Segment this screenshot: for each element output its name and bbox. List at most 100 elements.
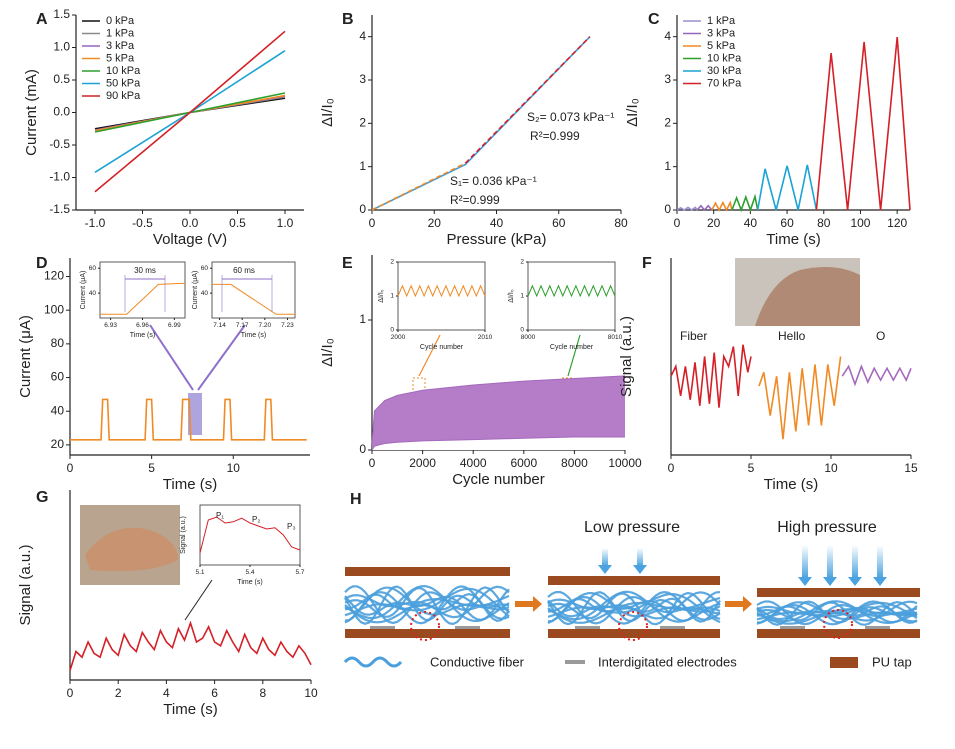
fiber — [547, 591, 721, 626]
fiber — [344, 586, 510, 626]
x-tick-label: 10 — [227, 461, 241, 475]
fiber — [344, 592, 510, 623]
pressure-arrow-shaft — [637, 548, 643, 566]
y-tick-label: 1 — [520, 293, 524, 300]
x-tick-label: 20 — [707, 216, 721, 230]
panel-label: H — [350, 491, 362, 508]
x-tick-label: 6 — [211, 686, 218, 700]
y-axis-label: Signal (a.u.) — [618, 316, 635, 397]
x-axis-label: Time (s) — [241, 332, 266, 339]
x-tick-label: 10 — [824, 461, 838, 475]
y-tick-label: 40 — [51, 403, 65, 417]
y-axis-label: ΔI/I₀ — [319, 98, 336, 127]
y-tick-label: 80 — [51, 336, 65, 350]
fiber — [547, 591, 721, 622]
electrode — [780, 626, 805, 629]
legend-electrode — [565, 660, 585, 664]
panel-label: C — [648, 11, 660, 28]
x-tick-label: 20 — [428, 216, 442, 230]
y-axis-label: Current (μA) — [80, 271, 87, 310]
photo-hand — [85, 527, 178, 572]
y-tick-label: -1.5 — [49, 202, 70, 216]
legend-label: 70 kPa — [707, 77, 742, 89]
chart: 0 2 4 6 8 10 Time (s) Signal (a.u.) G — [17, 489, 318, 718]
y-tick-label: 60 — [201, 265, 209, 272]
x-tick-label: 2 — [115, 686, 122, 700]
electrode — [660, 626, 685, 629]
x-tick-label: 0 — [369, 456, 376, 470]
diagram: H Low pressure High pressure Conductive … — [343, 491, 920, 669]
x-tick-label: 7.23 — [281, 322, 294, 329]
area-edge — [371, 375, 626, 444]
x-tick-label: 8000 — [521, 334, 536, 341]
data-line — [815, 37, 911, 211]
fiber — [756, 600, 918, 626]
y-tick-label: 2 — [359, 116, 366, 130]
x-tick-label: 120 — [887, 216, 907, 230]
panel-label: B — [342, 11, 354, 28]
pressure-arrow-shaft — [602, 548, 608, 566]
data-line — [397, 284, 486, 298]
chart: -1.0 -0.5 0.0 0.5 1.0 -1.5 -1.0 -0.5 0.0 0.5 1.0 1.… — [23, 7, 304, 248]
y-tick-label: 0 — [664, 202, 671, 216]
y-tick-label: 2 — [520, 259, 524, 266]
y-tick-label: 1 — [359, 312, 366, 326]
x-tick-label: 1.0 — [277, 216, 294, 230]
data-line — [69, 620, 312, 671]
x-tick-label: 0 — [674, 216, 681, 230]
x-tick-label: 10 — [304, 686, 318, 700]
y-tick-label: 100 — [44, 302, 64, 316]
pu-tape — [757, 629, 920, 638]
fibers — [344, 584, 918, 629]
pressure-arrow-head — [848, 577, 862, 586]
x-tick-label: 0 — [67, 686, 74, 700]
x-tick-label: 40 — [490, 216, 504, 230]
y-tick-label: -1.0 — [49, 170, 70, 184]
y-tick-label: 1.0 — [53, 40, 70, 54]
stage-label: High pressure — [777, 519, 877, 536]
legend-label: 30 kPa — [707, 65, 742, 77]
y-axis-label: Current (μA) — [192, 271, 199, 310]
x-axis-label: Time (s) — [764, 476, 818, 493]
pointer — [149, 324, 194, 391]
x-tick-label: 100 — [850, 216, 870, 230]
x-axis-label: Time (s) — [130, 332, 155, 339]
x-tick-label: 5 — [148, 461, 155, 475]
x-tick-label: 8 — [259, 686, 266, 700]
pu-tape — [757, 588, 920, 597]
x-tick-label: 7.14 — [213, 322, 226, 329]
annotation: R²=0.999 — [450, 193, 500, 207]
y-tick-label: 0 — [390, 327, 394, 334]
annotation: 30 ms — [134, 266, 156, 275]
y-tick-label: 1 — [359, 159, 366, 173]
x-tick-label: 2000 — [409, 456, 436, 470]
series-label: O — [876, 329, 885, 343]
contact-circle — [410, 611, 440, 641]
data-line — [841, 364, 912, 387]
fiber — [344, 585, 510, 625]
data-line — [70, 398, 307, 441]
legend-label: 5 kPa — [707, 40, 736, 52]
pressure-arrow-head — [598, 565, 612, 574]
data-line — [696, 204, 713, 212]
y-tick-label: 2 — [390, 259, 394, 266]
plot-frame — [199, 504, 301, 566]
pointer — [567, 334, 581, 377]
x-tick-label: 60 — [552, 216, 566, 230]
x-tick-label: 0.0 — [182, 216, 199, 230]
x-tick-label: -1.0 — [85, 216, 106, 230]
x-axis-label: Time (s) — [237, 579, 262, 586]
x-tick-label: 7.17 — [236, 322, 249, 329]
pressure-arrow-head — [873, 577, 887, 586]
chart: 0 20 40 60 80 0 1 2 3 4 Pressure (kPa) ΔI/I₀ B S₂= 0.… — [319, 11, 628, 248]
legend-label: 3 kPa — [106, 40, 135, 52]
legend-label: 5 kPa — [106, 52, 135, 64]
data-line — [212, 283, 295, 315]
data-line — [100, 282, 186, 315]
annotation: P₂ — [252, 515, 260, 524]
y-axis-label: ΔI/I₀ — [508, 289, 515, 303]
legend-label: 3 kPa — [707, 27, 736, 39]
